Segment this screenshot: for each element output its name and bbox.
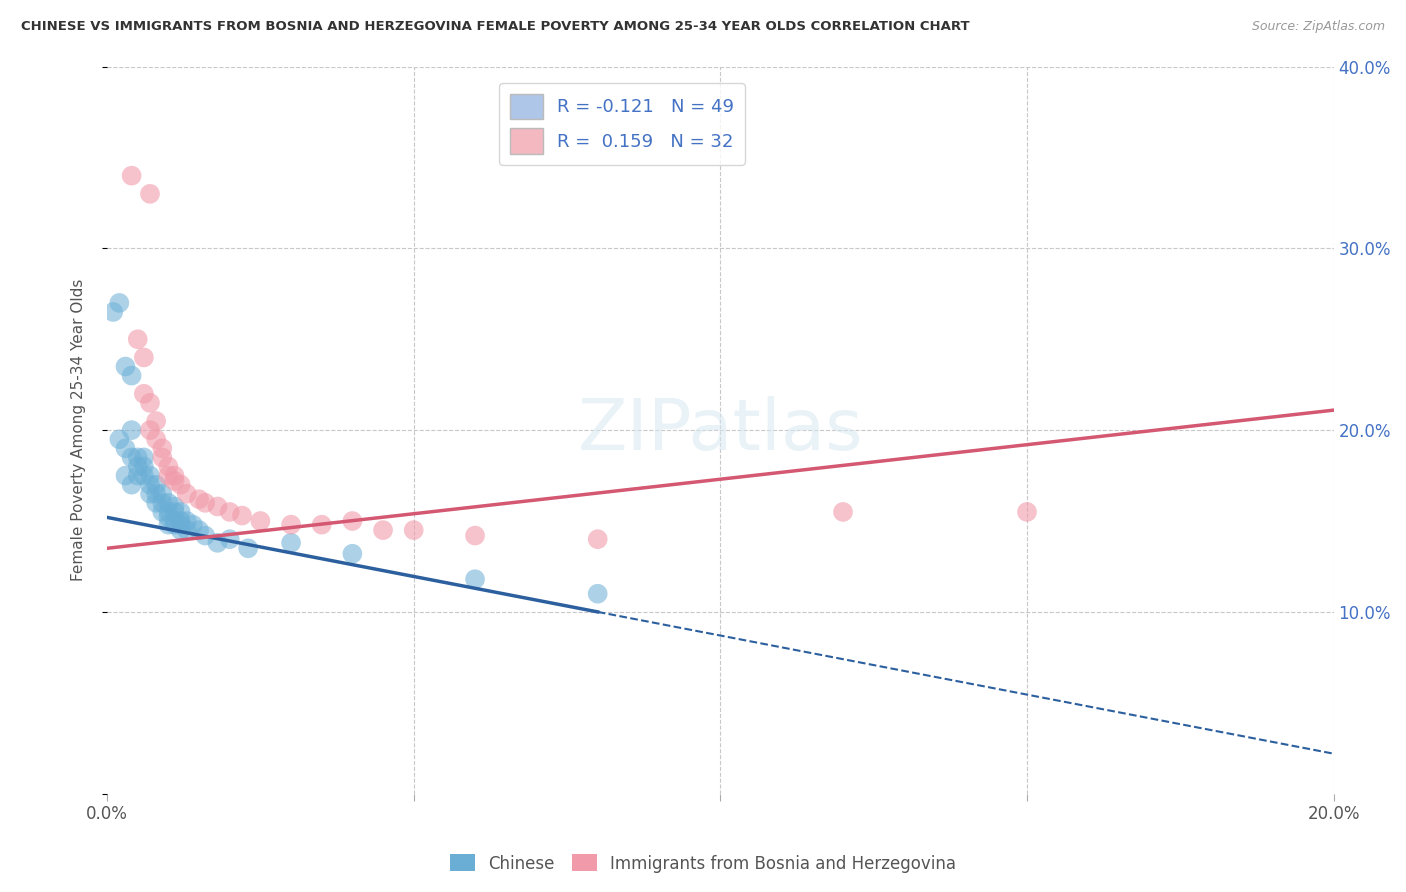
Point bbox=[464, 528, 486, 542]
Point bbox=[163, 468, 186, 483]
Point bbox=[176, 514, 198, 528]
Point bbox=[127, 450, 149, 465]
Point bbox=[188, 492, 211, 507]
Text: CHINESE VS IMMIGRANTS FROM BOSNIA AND HERZEGOVINA FEMALE POVERTY AMONG 25-34 YEA: CHINESE VS IMMIGRANTS FROM BOSNIA AND HE… bbox=[21, 20, 970, 33]
Point bbox=[150, 496, 173, 510]
Point bbox=[139, 477, 162, 491]
Point bbox=[176, 523, 198, 537]
Point bbox=[150, 442, 173, 456]
Point bbox=[139, 468, 162, 483]
Point bbox=[157, 496, 180, 510]
Point bbox=[231, 508, 253, 523]
Point bbox=[832, 505, 855, 519]
Point bbox=[371, 523, 394, 537]
Point bbox=[1015, 505, 1038, 519]
Point bbox=[586, 532, 609, 546]
Point bbox=[150, 487, 173, 501]
Point bbox=[121, 423, 143, 437]
Text: ZIPatlas: ZIPatlas bbox=[578, 396, 863, 465]
Point bbox=[157, 510, 180, 524]
Point bbox=[157, 468, 180, 483]
Point bbox=[207, 536, 229, 550]
Point bbox=[145, 496, 167, 510]
Point bbox=[280, 536, 302, 550]
Point bbox=[311, 517, 333, 532]
Point bbox=[157, 459, 180, 474]
Point bbox=[132, 450, 155, 465]
Point bbox=[114, 468, 136, 483]
Point bbox=[218, 505, 240, 519]
Point bbox=[121, 169, 143, 183]
Point bbox=[150, 505, 173, 519]
Point bbox=[121, 450, 143, 465]
Point bbox=[188, 523, 211, 537]
Point bbox=[103, 305, 125, 319]
Point bbox=[132, 468, 155, 483]
Point bbox=[342, 514, 364, 528]
Point bbox=[169, 505, 191, 519]
Point bbox=[127, 459, 149, 474]
Point bbox=[114, 442, 136, 456]
Point bbox=[163, 474, 186, 488]
Point bbox=[121, 477, 143, 491]
Point bbox=[464, 572, 486, 586]
Point bbox=[207, 500, 229, 514]
Point bbox=[108, 432, 131, 446]
Point bbox=[139, 186, 162, 201]
Point bbox=[586, 587, 609, 601]
Point bbox=[139, 487, 162, 501]
Point bbox=[139, 423, 162, 437]
Point bbox=[194, 496, 217, 510]
Legend: R = -0.121   N = 49, R =  0.159   N = 32: R = -0.121 N = 49, R = 0.159 N = 32 bbox=[499, 83, 745, 165]
Point bbox=[145, 414, 167, 428]
Point bbox=[145, 432, 167, 446]
Point bbox=[181, 517, 204, 532]
Point bbox=[169, 523, 191, 537]
Point bbox=[163, 514, 186, 528]
Point bbox=[402, 523, 425, 537]
Point bbox=[169, 514, 191, 528]
Point bbox=[114, 359, 136, 374]
Point bbox=[169, 477, 191, 491]
Point bbox=[132, 459, 155, 474]
Point bbox=[236, 541, 259, 556]
Point bbox=[169, 517, 191, 532]
Point bbox=[145, 487, 167, 501]
Point bbox=[127, 332, 149, 346]
Point bbox=[150, 450, 173, 465]
Text: Source: ZipAtlas.com: Source: ZipAtlas.com bbox=[1251, 20, 1385, 33]
Point bbox=[157, 505, 180, 519]
Point bbox=[194, 528, 217, 542]
Legend: Chinese, Immigrants from Bosnia and Herzegovina: Chinese, Immigrants from Bosnia and Herz… bbox=[443, 847, 963, 880]
Point bbox=[280, 517, 302, 532]
Point bbox=[163, 517, 186, 532]
Point bbox=[132, 351, 155, 365]
Point bbox=[132, 386, 155, 401]
Point bbox=[342, 547, 364, 561]
Point bbox=[163, 500, 186, 514]
Point bbox=[249, 514, 271, 528]
Point bbox=[157, 517, 180, 532]
Y-axis label: Female Poverty Among 25-34 Year Olds: Female Poverty Among 25-34 Year Olds bbox=[72, 279, 86, 582]
Point bbox=[163, 505, 186, 519]
Point bbox=[108, 296, 131, 310]
Point bbox=[127, 468, 149, 483]
Point bbox=[218, 532, 240, 546]
Point bbox=[145, 477, 167, 491]
Point bbox=[139, 396, 162, 410]
Point bbox=[121, 368, 143, 383]
Point bbox=[176, 487, 198, 501]
